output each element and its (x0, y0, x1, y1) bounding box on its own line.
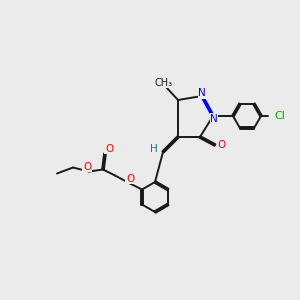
Text: O: O (126, 173, 134, 184)
Text: Cl: Cl (274, 111, 285, 121)
Text: N: N (198, 88, 206, 98)
Text: O: O (83, 161, 91, 172)
Text: H: H (150, 144, 158, 154)
Text: N: N (210, 114, 218, 124)
Text: CH₃: CH₃ (155, 78, 173, 88)
Text: O: O (218, 140, 226, 150)
Text: O: O (105, 143, 113, 154)
